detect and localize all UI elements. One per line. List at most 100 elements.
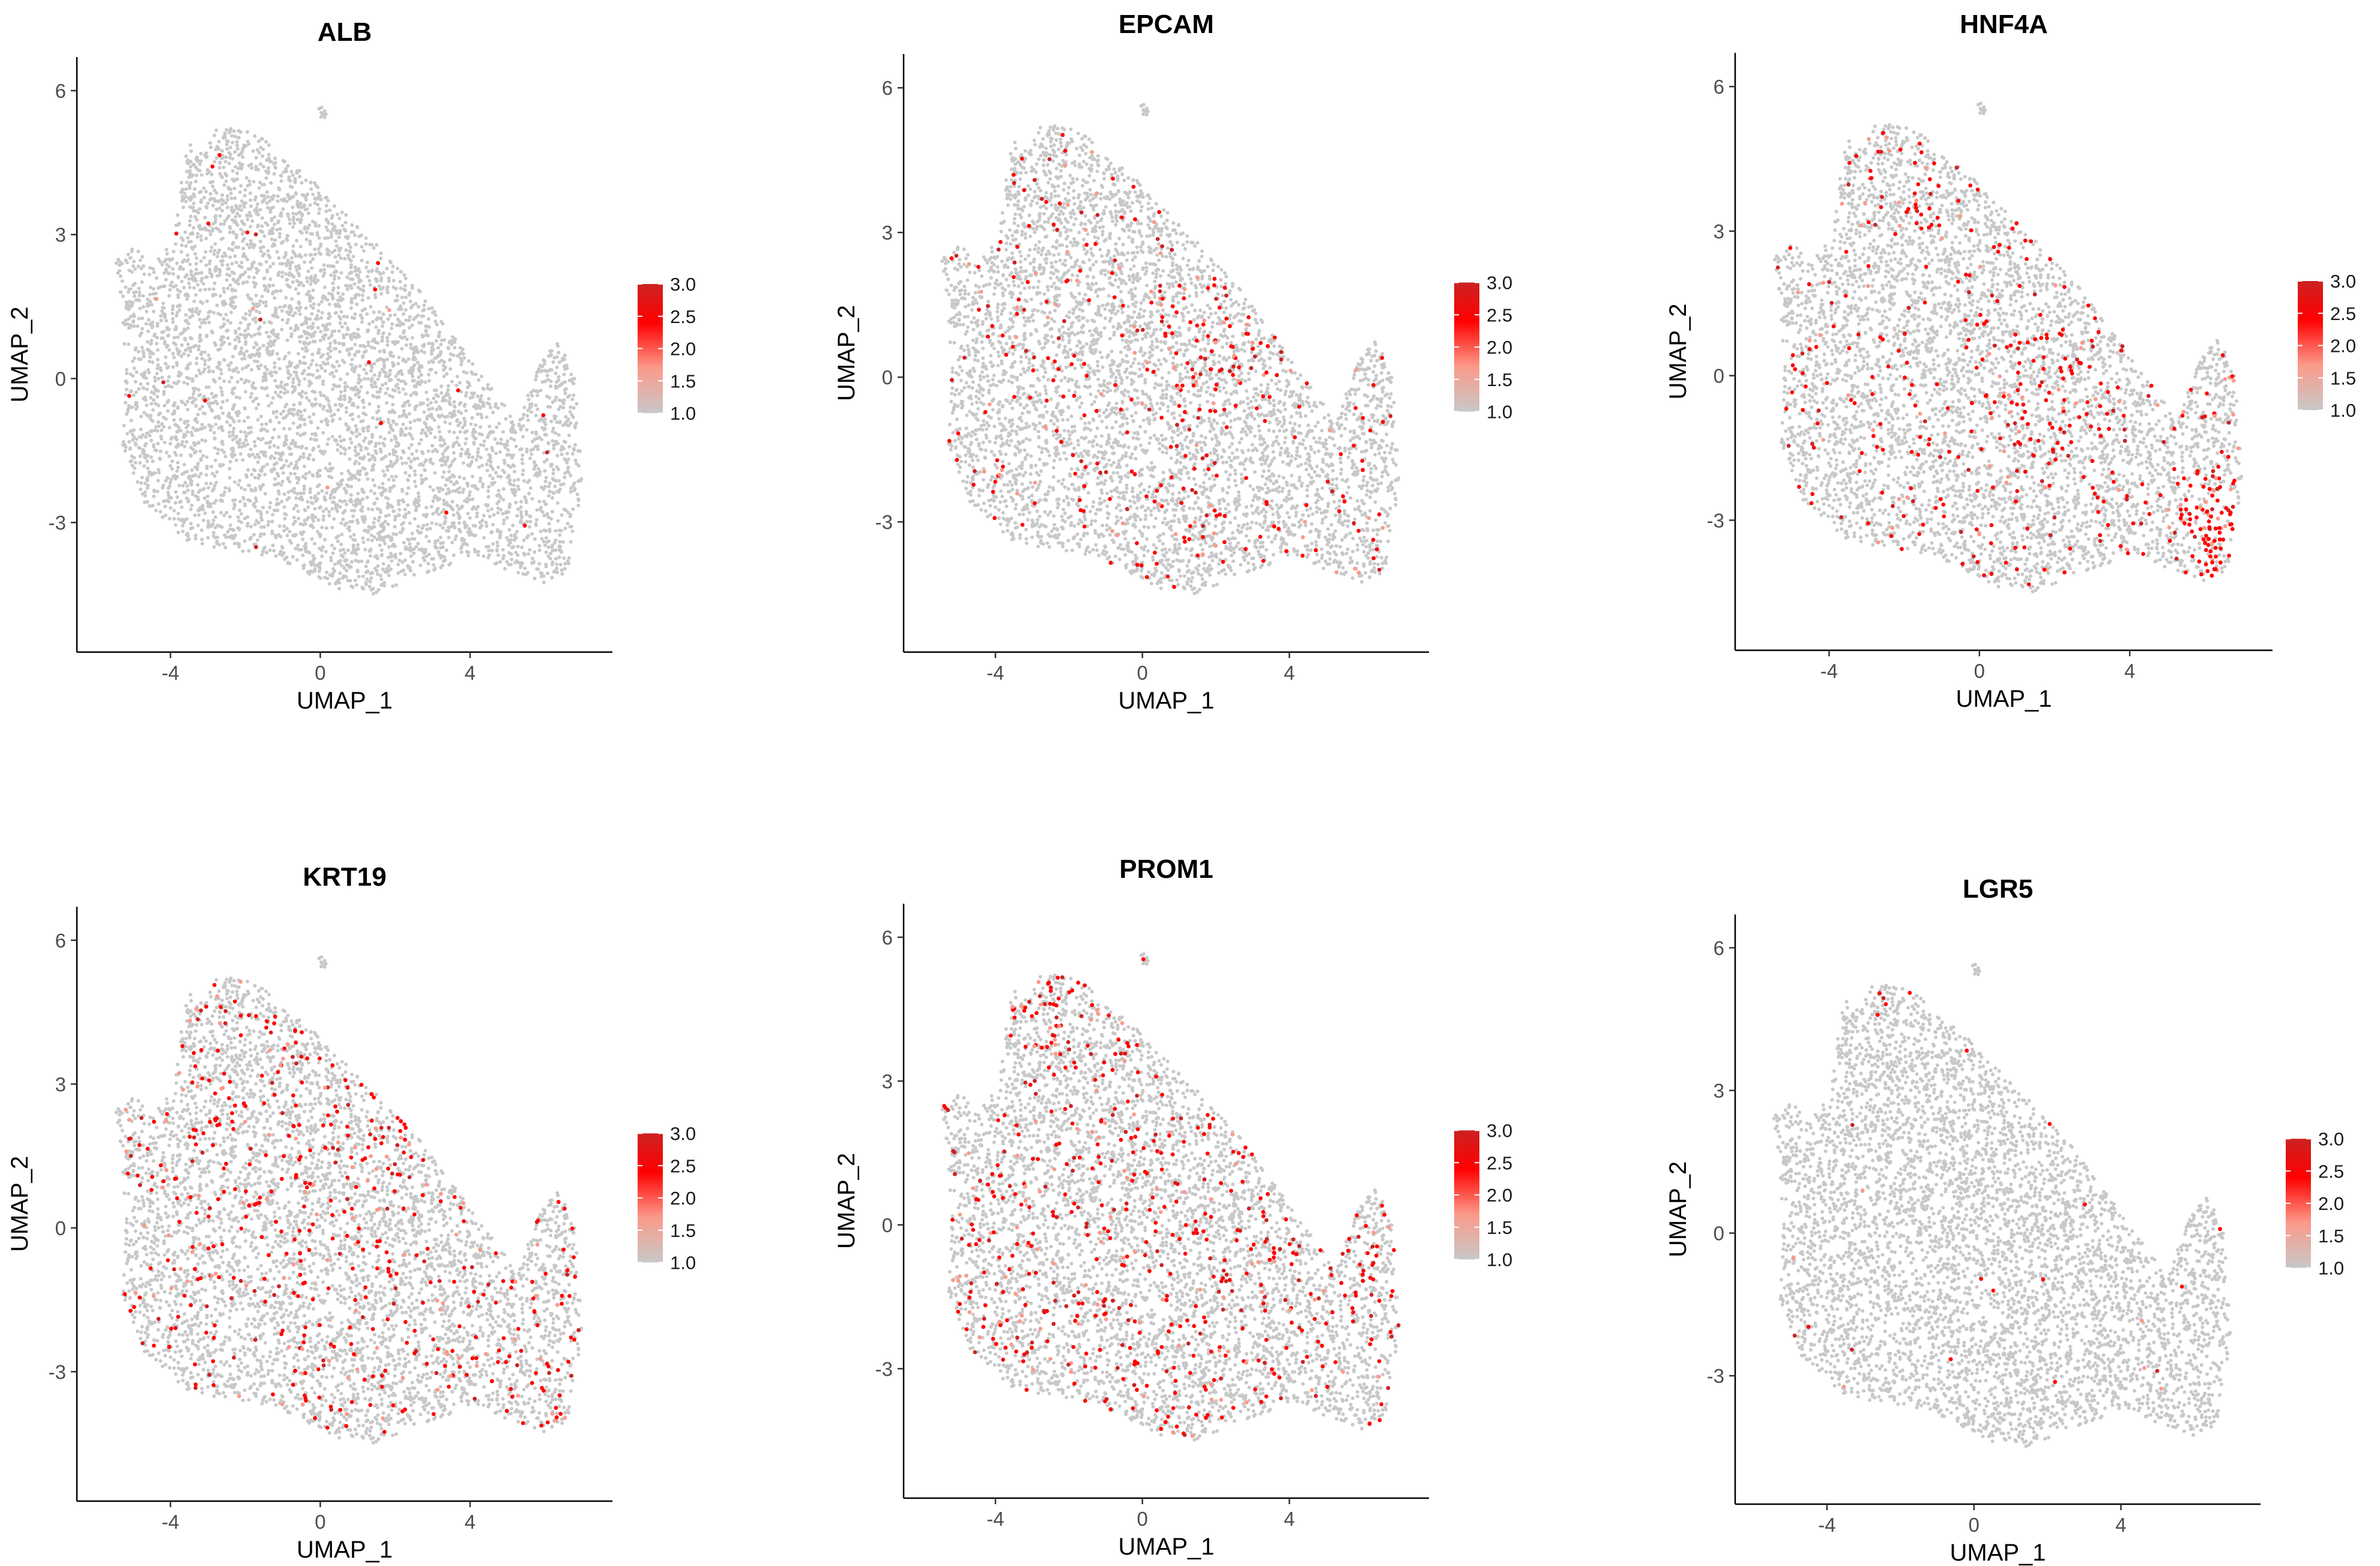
cell-point [189, 522, 193, 525]
cell-point [311, 193, 315, 196]
cell-point [346, 372, 349, 376]
cell-point [236, 147, 240, 151]
cell-point [552, 570, 556, 574]
cell-point [496, 441, 500, 445]
cell-point [337, 235, 341, 239]
cell-point [142, 305, 145, 309]
cell-point [469, 422, 473, 426]
cell-point [351, 515, 355, 518]
cell-point [191, 377, 195, 381]
feature-plot-figure: ALB-4 0 4630-3UMAP_1UMAP_23.02.52.01.51.0E… [0, 0, 2380, 1566]
cell-point [488, 425, 491, 428]
cell-point [352, 533, 356, 537]
cell-point [396, 267, 399, 270]
cell-point [209, 232, 213, 236]
cell-point [373, 492, 376, 495]
cell-point [200, 528, 204, 532]
cell-point [531, 497, 534, 501]
cell-point [248, 183, 252, 187]
cell-point [218, 207, 222, 210]
cell-point [438, 330, 441, 334]
cell-point [201, 542, 204, 546]
cell-point [513, 479, 516, 482]
cell-point [163, 441, 166, 444]
cell-point [127, 342, 130, 346]
cell-point [393, 313, 397, 316]
cell-point [307, 471, 311, 474]
cell-point [191, 396, 195, 399]
cell-point [168, 517, 172, 521]
cell-point [243, 205, 246, 209]
cell-point [449, 480, 453, 483]
cell-point [165, 248, 168, 252]
cell-point [517, 488, 521, 491]
cell-point [222, 542, 225, 545]
cell-point [186, 253, 189, 257]
cell-point [220, 193, 224, 197]
cell-point [377, 442, 381, 446]
cell-point [366, 560, 369, 564]
cell-point [337, 286, 340, 289]
cell-point [293, 472, 297, 476]
cell-point [239, 452, 243, 456]
cell-point [403, 508, 407, 512]
cell-point [196, 524, 200, 527]
cell-point [223, 513, 226, 517]
cell-point [409, 393, 412, 397]
cell-point [539, 530, 543, 533]
cell-point [291, 225, 295, 229]
cell-point [378, 349, 382, 353]
cell-point [123, 449, 127, 453]
cell-point [145, 322, 148, 325]
cell-point [177, 512, 180, 515]
cell-point [450, 541, 454, 545]
cell-point [213, 242, 217, 246]
cell-point [543, 469, 547, 473]
cell-point [332, 375, 336, 378]
cell-point [240, 521, 243, 524]
cell-point [292, 219, 295, 222]
cell-point [306, 280, 309, 283]
cell-point [369, 572, 372, 575]
cell-point [482, 554, 485, 558]
cell-point [549, 420, 553, 423]
cell-point [125, 372, 128, 375]
cell-point [129, 256, 133, 259]
cell-point [289, 472, 292, 476]
cell-point [538, 548, 542, 552]
cell-point [210, 246, 213, 249]
cell-point [271, 513, 274, 516]
cell-point [374, 385, 378, 388]
cell-point [391, 265, 394, 268]
cell-point [402, 541, 406, 545]
cell-point [544, 480, 548, 483]
cell-point [349, 259, 352, 262]
cell-point [362, 406, 366, 410]
cell-point [375, 497, 379, 501]
cell-point [313, 181, 316, 185]
cell-point [300, 395, 304, 399]
cell-point [304, 178, 308, 182]
cell-point [250, 473, 253, 476]
cell-point [316, 369, 319, 372]
cell-point [303, 465, 306, 468]
cell-point [127, 253, 130, 256]
cell-point [320, 554, 324, 558]
cell-point [136, 324, 139, 328]
cell-point [456, 504, 459, 507]
cell-point [433, 435, 437, 439]
panel-title: ALB [318, 17, 372, 47]
cell-point [357, 267, 360, 271]
cell-point [339, 310, 343, 313]
cell-point [391, 532, 395, 536]
cell-point [235, 144, 239, 147]
cell-point [506, 448, 510, 452]
cell-point [341, 292, 345, 296]
cell-point [291, 280, 295, 284]
cell-point [350, 441, 354, 444]
cell-point [515, 530, 519, 533]
cell-point [534, 414, 538, 417]
cell-point [216, 255, 219, 258]
cell-point [432, 499, 435, 503]
cell-point [225, 128, 228, 132]
